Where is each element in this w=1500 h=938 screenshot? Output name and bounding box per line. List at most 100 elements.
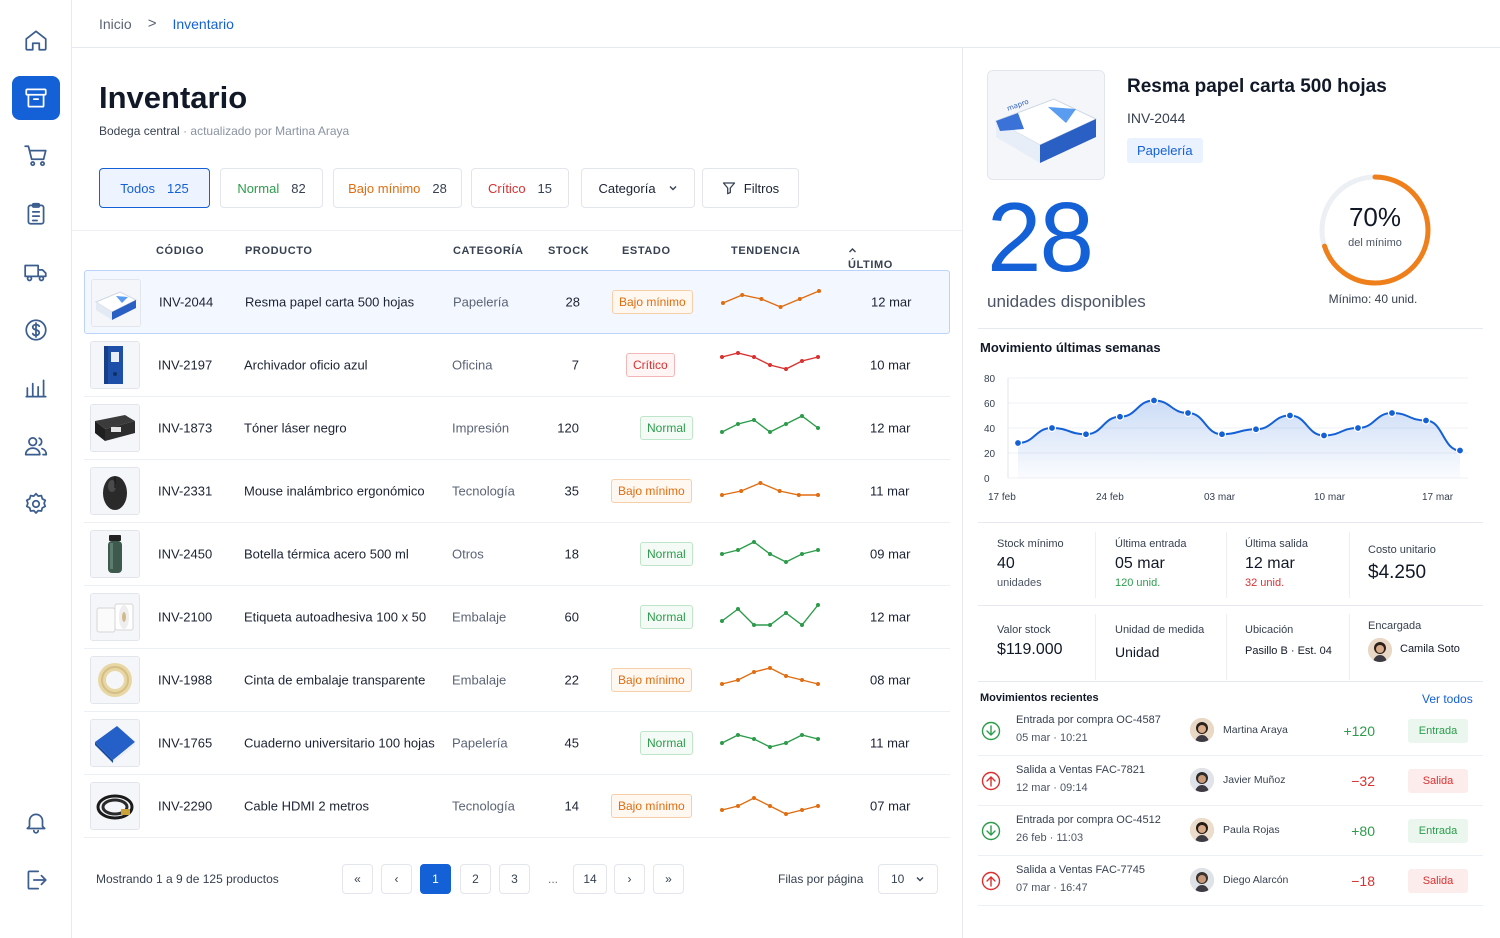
row-code: INV-2197 xyxy=(158,357,213,372)
category-label: Categoría xyxy=(598,180,656,196)
col-status[interactable]: ESTADO xyxy=(622,245,671,257)
minimum-label: Mínimo: 40 unid. xyxy=(1328,292,1418,306)
page-prev-button[interactable]: ‹ xyxy=(381,864,412,894)
sparkline-point xyxy=(784,674,788,678)
movement-date: 26 feb xyxy=(1016,832,1047,844)
nav-reports[interactable] xyxy=(12,366,60,410)
col-category[interactable]: CATEGORÍA xyxy=(453,245,524,257)
sparkline-point xyxy=(784,611,788,615)
stat-value: Camila Soto xyxy=(1400,643,1460,655)
row-last-move: 11 mar xyxy=(870,483,910,498)
col-product[interactable]: PRODUCTO xyxy=(245,245,313,257)
nav-settings[interactable] xyxy=(12,482,60,526)
row-stock: 28 xyxy=(565,294,580,310)
table-row[interactable]: INV-2197 Archivador oficio azul Oficina 7 Cr… xyxy=(84,333,950,397)
page-first-button[interactable]: « xyxy=(342,864,373,894)
row-stock: 60 xyxy=(564,609,579,624)
chart-point xyxy=(1013,438,1023,448)
page-14-button[interactable]: 14 xyxy=(573,864,607,894)
filter-critico[interactable]: Crítico 15 xyxy=(471,168,569,208)
nav-home[interactable] xyxy=(12,18,60,62)
table-row[interactable]: INV-2450 Botella térmica acero 500 ml Otro… xyxy=(84,522,950,586)
stat-value: $119.000 xyxy=(997,641,1063,658)
col-stock[interactable]: STOCK xyxy=(548,245,590,257)
view-all-link[interactable]: Ver todos xyxy=(1422,692,1473,706)
breadcrumb-home[interactable]: Inicio xyxy=(99,15,132,32)
stat-value: $4.250 xyxy=(1368,562,1427,583)
stat-value: 12 mar xyxy=(1245,555,1295,572)
category-dropdown[interactable]: Categoría xyxy=(581,168,695,208)
status-badge: Normal xyxy=(640,541,693,566)
table-row[interactable]: INV-1765 Cuaderno universitario 100 hojas… xyxy=(84,711,950,775)
sparkline-point xyxy=(816,426,820,430)
trend-sparkline xyxy=(720,351,820,371)
row-category: Embalaje xyxy=(452,609,507,624)
rows-per-page-value: 10 xyxy=(891,872,905,886)
filter-normal[interactable]: Normal 82 xyxy=(220,168,323,208)
nav-users[interactable] xyxy=(12,424,60,468)
showing-count: Mostrando 1 a 9 de 125 productos xyxy=(96,872,279,886)
cart-icon xyxy=(24,145,47,167)
sparkline-point xyxy=(784,560,788,564)
table-row[interactable]: INV-2290 Cable HDMI 2 metros Tecnología 14 B… xyxy=(84,774,950,838)
nav-shipping[interactable] xyxy=(12,250,60,294)
sparkline-point xyxy=(739,489,744,493)
sidebar xyxy=(0,0,72,938)
stat-min-stock: Stock mínimo 40 unidades xyxy=(997,538,1064,589)
x-tick-label: 17 mar xyxy=(1422,492,1454,503)
page-last-button[interactable]: » xyxy=(653,864,684,894)
movement-item[interactable]: Salida a Ventas FAC-7821 12 mar · 09:14 Ja… xyxy=(978,756,1483,806)
sparkline-point xyxy=(816,603,820,607)
movement-item[interactable]: Salida a Ventas FAC-7745 07 mar · 16:47 Di… xyxy=(978,856,1483,906)
sparkline-point xyxy=(736,804,740,808)
table-row[interactable]: INV-2044 Resma papel carta 500 hojas Papel… xyxy=(84,270,950,334)
movement-item[interactable]: Entrada por compra OC-4512 26 feb · 11:03… xyxy=(978,806,1483,856)
divider xyxy=(1095,614,1096,680)
page-title: Inventario xyxy=(99,80,248,115)
movement-time: 10:21 xyxy=(1060,732,1088,744)
filter-bajo-minimo[interactable]: Bajo mínimo 28 xyxy=(333,168,462,208)
movements-title: Movimientos recientes xyxy=(980,692,1099,704)
nav-notifications[interactable] xyxy=(12,800,60,844)
status-badge: Bajo mínimo xyxy=(611,793,692,818)
filter-todos[interactable]: Todos 125 xyxy=(99,168,210,208)
row-product: Cuaderno universitario 100 hojas xyxy=(244,735,435,750)
stat-label: Ubicación xyxy=(1245,624,1294,636)
subtitle-dot: · xyxy=(183,124,188,138)
status-badge: Crítico xyxy=(626,352,675,377)
row-code: INV-2044 xyxy=(159,294,214,310)
x-tick-label: 17 feb xyxy=(988,492,1016,503)
page-2-button[interactable]: 2 xyxy=(460,864,491,894)
filters-button[interactable]: Filtros xyxy=(702,168,799,208)
rows-per-page-select[interactable]: 10 xyxy=(878,864,938,894)
rows-per-page-label: Filas por página xyxy=(778,872,864,886)
row-last-move: 07 mar xyxy=(870,798,911,813)
page-1-button[interactable]: 1 xyxy=(420,864,451,894)
col-trend[interactable]: TENDENCIA xyxy=(731,245,801,257)
row-last-move: 11 mar xyxy=(870,735,910,750)
bar-chart-icon xyxy=(25,379,47,398)
page-3-button[interactable]: 3 xyxy=(499,864,530,894)
nav-orders[interactable] xyxy=(12,192,60,236)
chevron-down-icon xyxy=(669,186,677,191)
col-code[interactable]: CÓDIGO xyxy=(156,245,205,257)
x-tick-label: 03 mar xyxy=(1204,492,1236,503)
movement-qty: +120 xyxy=(1343,723,1375,739)
col-last-move[interactable]: ÚLTIMO MOV. xyxy=(848,245,892,283)
stat-value: 05 mar xyxy=(1115,555,1165,572)
table-row[interactable]: INV-2331 Mouse inalámbrico ergonómico Tecn… xyxy=(84,459,950,523)
nav-purchases[interactable] xyxy=(12,134,60,178)
detail-category-tag: Papelería xyxy=(1127,138,1203,163)
toner-icon xyxy=(90,404,140,452)
chart-title: Movimiento últimas semanas xyxy=(980,340,1161,355)
nav-inventory[interactable] xyxy=(12,76,60,120)
nav-finance[interactable] xyxy=(12,308,60,352)
nav-logout[interactable] xyxy=(12,858,60,902)
table-row[interactable]: INV-1873 Tóner láser negro Impresión 120 Nor… xyxy=(84,396,950,460)
movement-item[interactable]: Entrada por compra OC-4587 05 mar · 10:21… xyxy=(978,706,1483,756)
row-category: Impresión xyxy=(452,420,510,435)
table-row[interactable]: INV-2100 Etiqueta autoadhesiva 100 x 50 Em… xyxy=(84,585,950,649)
stat-label: Stock mínimo xyxy=(997,538,1064,550)
table-row[interactable]: INV-1988 Cinta de embalaje transparente Em… xyxy=(84,648,950,712)
page-next-button[interactable]: › xyxy=(614,864,645,894)
